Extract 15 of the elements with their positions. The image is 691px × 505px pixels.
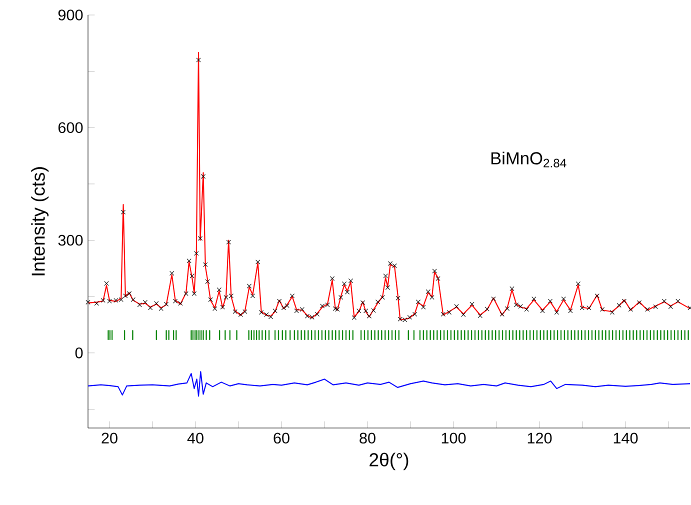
y-tick-label: 900 [58,10,83,20]
x-tick-label: 80 [360,432,376,444]
x-tick-label: 100 [442,432,466,444]
x-tick-label: 20 [102,432,118,444]
y-tick-label: 0 [75,347,83,358]
x-tick-label: 120 [528,432,552,444]
y-axis-title: Intensity (cts) [31,167,49,276]
line-series [87,371,691,397]
x-tick-label: 40 [187,432,204,444]
y-tick-label: 600 [58,122,83,134]
annotation: BiMnO$_{2.84}$ [491,152,566,168]
x-axis-title: 2θ(°) [370,452,408,470]
x-tick-label: 60 [274,432,290,444]
y-tick-label: 300 [58,234,83,246]
x-tick-label: 140 [614,432,638,444]
